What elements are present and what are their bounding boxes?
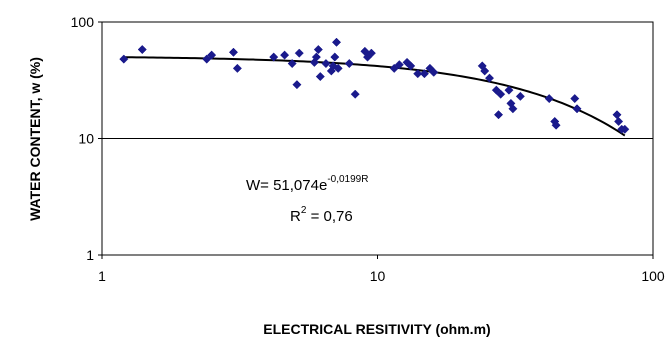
data-point — [311, 52, 321, 62]
data-point — [344, 58, 354, 69]
data-point — [232, 63, 242, 73]
data-point — [328, 61, 338, 71]
data-point — [333, 63, 343, 73]
y-tick-label: 1 — [86, 247, 94, 263]
equation-annotation: W= 51,074e-0,0199R — [246, 174, 368, 194]
data-point — [228, 47, 239, 57]
equation-base: W= 51,074e — [246, 177, 327, 194]
r2-value: = 0,76 — [306, 208, 352, 225]
data-point — [429, 67, 439, 77]
data-points — [119, 37, 630, 134]
data-point — [321, 58, 331, 69]
data-point — [313, 45, 323, 55]
y-tick-label: 10 — [78, 131, 94, 147]
data-point — [315, 72, 325, 82]
data-point — [508, 104, 518, 114]
data-point — [280, 50, 290, 60]
y-axis-title: WATER CONTENT, w (%) — [27, 57, 43, 221]
x-axis-title: ELECTRICAL RESITIVITY (ohm.m) — [263, 321, 490, 337]
data-point — [294, 48, 304, 58]
data-point — [207, 50, 217, 60]
data-point — [406, 61, 416, 71]
data-point — [350, 89, 360, 99]
data-point — [292, 80, 302, 90]
data-point — [366, 48, 376, 58]
data-point — [202, 54, 212, 64]
data-point — [413, 69, 423, 79]
r2-label: R — [290, 208, 301, 225]
data-point — [330, 52, 340, 62]
x-tick-label: 10 — [370, 268, 386, 284]
data-point — [496, 89, 506, 99]
data-point — [484, 73, 495, 83]
data-point — [572, 104, 582, 114]
data-point — [515, 91, 525, 101]
x-tick-label: 100 — [641, 268, 665, 284]
y-tick-labels: 1 10 100 — [71, 14, 102, 263]
data-point — [419, 69, 429, 79]
x-tick-labels: 1 10 100 — [98, 255, 665, 284]
r-squared-annotation: R2 = 0,76 — [290, 205, 353, 225]
data-point — [394, 60, 404, 70]
data-point — [614, 116, 624, 127]
data-point — [544, 94, 554, 104]
data-point — [331, 37, 342, 47]
data-point — [309, 57, 319, 67]
x-tick-label: 1 — [98, 268, 106, 284]
r2-power: 2 — [301, 205, 307, 216]
y-tick-label: 100 — [71, 14, 95, 30]
data-point — [551, 120, 561, 130]
data-point — [119, 54, 129, 64]
data-point — [620, 124, 630, 134]
data-point — [570, 94, 580, 104]
data-point — [287, 58, 297, 69]
equation-exponent: -0,0199R — [327, 174, 368, 185]
data-point — [480, 66, 490, 76]
data-point — [137, 45, 147, 55]
data-point — [504, 85, 514, 95]
data-point — [269, 52, 279, 62]
data-point — [493, 110, 504, 120]
